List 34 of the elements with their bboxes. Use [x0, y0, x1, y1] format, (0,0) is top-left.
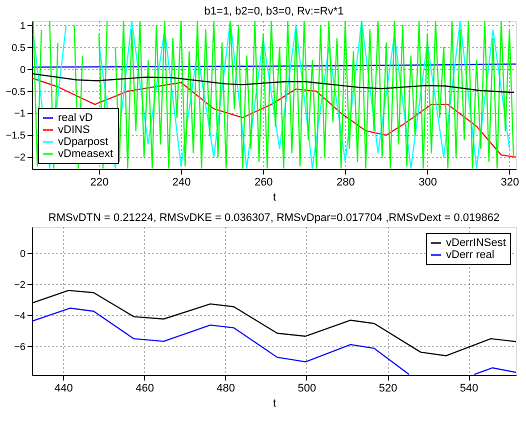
line-series — [32, 77, 516, 158]
y-tick-label: −1.5 — [6, 130, 26, 142]
x-tick-label: 320 — [500, 176, 520, 188]
x-tick-label: 220 — [90, 176, 109, 188]
x-tick-label: 460 — [136, 382, 154, 394]
x-tick-label: 500 — [298, 382, 316, 394]
x-tick-label: 300 — [418, 176, 438, 188]
legend-label: vDerrINSest — [446, 237, 506, 249]
x-tick-label: 480 — [216, 382, 236, 394]
y-tick-label: 0.5 — [12, 42, 26, 54]
y-tick-label: 0 — [20, 64, 26, 76]
x-tick-label: 260 — [254, 176, 273, 188]
legend-label: vDmeasext — [58, 148, 114, 160]
legend-label: vDparpost — [58, 136, 108, 148]
x-tick-label: 440 — [54, 382, 73, 394]
x-tick-label: 520 — [378, 382, 398, 394]
y-tick-label: 0 — [20, 248, 26, 260]
legend-label: vDerr real — [446, 249, 494, 261]
x-axis-title: t — [272, 192, 276, 204]
chart-title: RMSvDTN = 0.21224, RMSvDKE = 0.036307, RMSvDpar=0.017704 ,RMSvDext = 0.019862 — [48, 212, 500, 224]
x-tick-label: 240 — [172, 176, 191, 188]
y-tick-label: −2 — [14, 280, 26, 291]
legend-label: real vD — [58, 112, 93, 124]
y-tick-label: −0.5 — [6, 86, 26, 98]
x-tick-label: 280 — [336, 176, 355, 188]
y-tick-label: −4 — [14, 310, 26, 322]
y-tick-label: −6 — [14, 342, 26, 353]
y-tick-label: −2 — [14, 152, 26, 164]
chart-title: b1=1, b2=0, b3=0, Rv:=Rv*1 — [204, 5, 344, 18]
x-tick-label: 540 — [460, 382, 478, 394]
y-tick-label: −1 — [14, 108, 26, 120]
legend-label: vDINS — [58, 124, 90, 136]
x-axis-title: t — [272, 398, 276, 410]
y-tick-label: 1 — [20, 20, 26, 32]
